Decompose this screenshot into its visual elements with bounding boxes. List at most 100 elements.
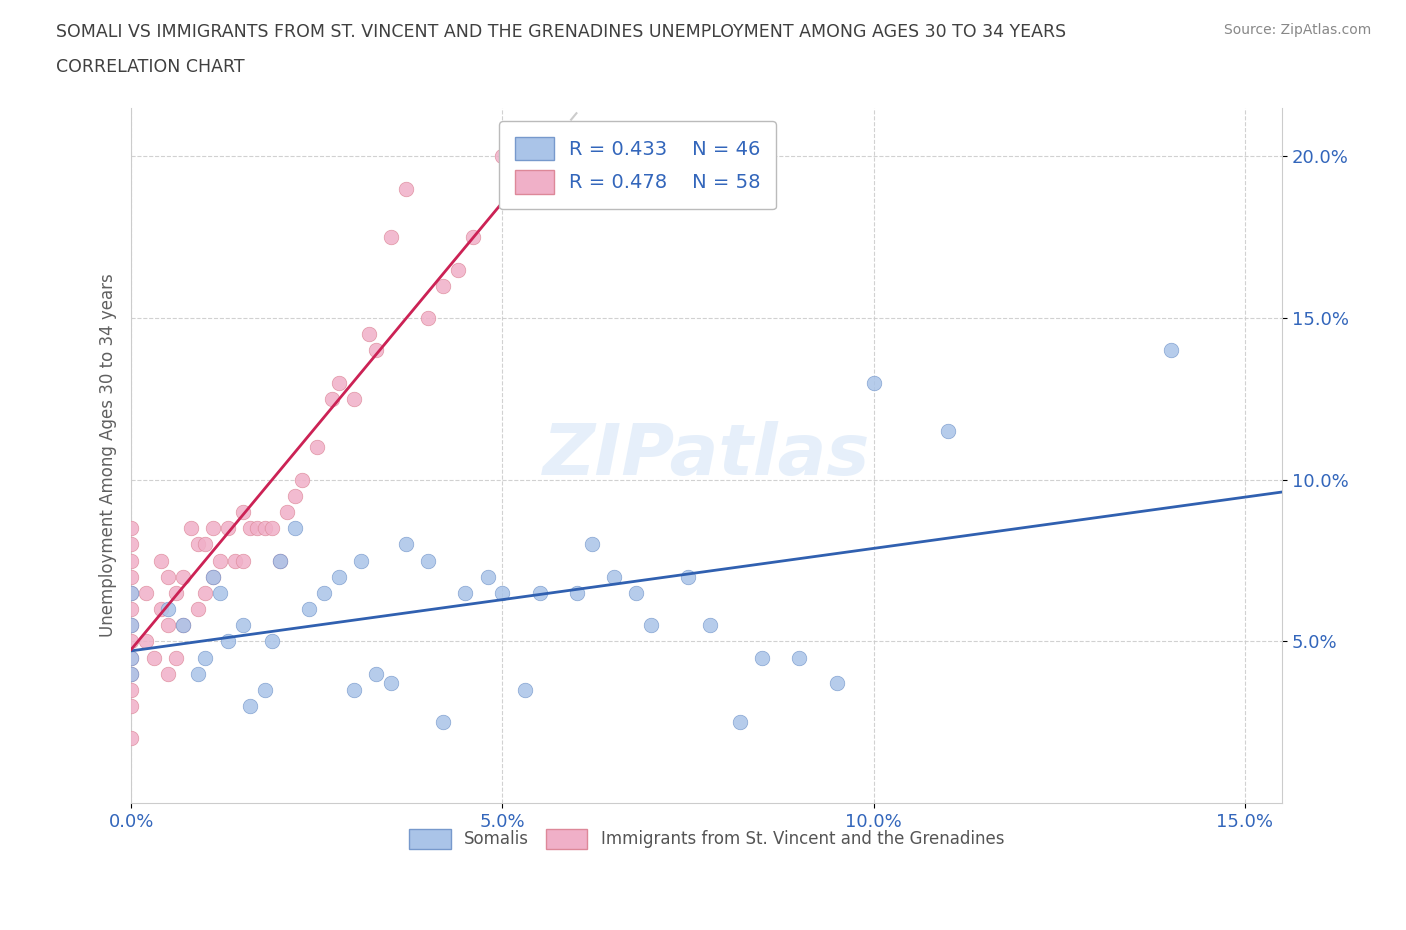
Point <box>380 230 402 245</box>
Point <box>157 618 180 632</box>
Point <box>120 521 142 536</box>
Point <box>120 602 142 617</box>
Point <box>253 521 276 536</box>
Point <box>232 505 254 520</box>
Point <box>447 262 470 277</box>
Point <box>135 586 157 601</box>
Point <box>350 553 373 568</box>
Y-axis label: Unemployment Among Ages 30 to 34 years: Unemployment Among Ages 30 to 34 years <box>100 273 117 637</box>
Point <box>142 650 165 665</box>
Point <box>120 618 142 632</box>
Point <box>120 666 142 681</box>
Point <box>180 521 202 536</box>
Point <box>120 634 142 649</box>
Point <box>120 586 142 601</box>
Point <box>187 666 209 681</box>
Point <box>321 392 343 406</box>
Point <box>217 634 239 649</box>
Point <box>276 505 298 520</box>
Point <box>157 602 180 617</box>
Point <box>395 181 418 196</box>
Point <box>232 618 254 632</box>
Point <box>135 634 157 649</box>
Point <box>239 521 262 536</box>
Point <box>187 602 209 617</box>
Point <box>120 666 142 681</box>
Point <box>418 311 440 325</box>
Point <box>224 553 246 568</box>
Point <box>187 537 209 551</box>
Point <box>120 537 142 551</box>
Point <box>157 569 180 584</box>
Point <box>269 553 291 568</box>
Point <box>328 569 350 584</box>
Point <box>262 634 284 649</box>
Point <box>120 569 142 584</box>
Point <box>305 440 328 455</box>
Point <box>217 521 239 536</box>
Point <box>454 586 477 601</box>
Point <box>201 569 224 584</box>
Point <box>120 683 142 698</box>
Point <box>314 586 336 601</box>
Point <box>789 650 811 665</box>
Point <box>298 602 321 617</box>
Point <box>201 569 224 584</box>
Point <box>603 569 626 584</box>
Point <box>366 343 388 358</box>
Point <box>1160 343 1182 358</box>
Point <box>461 230 484 245</box>
Point <box>284 521 307 536</box>
Text: ZIPatlas: ZIPatlas <box>543 421 870 490</box>
Point <box>194 537 217 551</box>
Point <box>477 569 499 584</box>
Point <box>201 521 224 536</box>
Point <box>380 676 402 691</box>
Point <box>357 326 380 341</box>
Point <box>676 569 699 584</box>
Point <box>581 537 603 551</box>
Point <box>699 618 721 632</box>
Point <box>328 376 350 391</box>
Point <box>253 683 276 698</box>
Point <box>343 683 366 698</box>
Point <box>825 676 848 691</box>
Point <box>120 698 142 713</box>
Point <box>269 553 291 568</box>
Point <box>246 521 269 536</box>
Point <box>149 553 172 568</box>
Point <box>491 149 513 164</box>
Point <box>120 618 142 632</box>
Point <box>120 553 142 568</box>
Point <box>120 731 142 746</box>
Point <box>751 650 773 665</box>
Text: SOMALI VS IMMIGRANTS FROM ST. VINCENT AND THE GRENADINES UNEMPLOYMENT AMONG AGES: SOMALI VS IMMIGRANTS FROM ST. VINCENT AN… <box>56 23 1066 41</box>
Point <box>432 715 454 730</box>
Point <box>366 666 388 681</box>
Point <box>149 602 172 617</box>
Point <box>172 618 194 632</box>
Point <box>395 537 418 551</box>
Point <box>291 472 314 487</box>
Legend: Somalis, Immigrants from St. Vincent and the Grenadines: Somalis, Immigrants from St. Vincent and… <box>401 820 1012 857</box>
Point <box>529 586 551 601</box>
Point <box>194 650 217 665</box>
Point <box>239 698 262 713</box>
Point <box>172 618 194 632</box>
Point <box>565 586 588 601</box>
Point <box>624 586 647 601</box>
Point <box>262 521 284 536</box>
Point <box>343 392 366 406</box>
Point <box>194 586 217 601</box>
Point <box>513 683 536 698</box>
Point <box>728 715 751 730</box>
Point <box>936 424 959 439</box>
Point <box>232 553 254 568</box>
Text: CORRELATION CHART: CORRELATION CHART <box>56 58 245 75</box>
Point <box>640 618 662 632</box>
Point <box>209 553 232 568</box>
Point <box>432 278 454 293</box>
Point <box>862 376 884 391</box>
Point <box>120 650 142 665</box>
Point <box>120 586 142 601</box>
